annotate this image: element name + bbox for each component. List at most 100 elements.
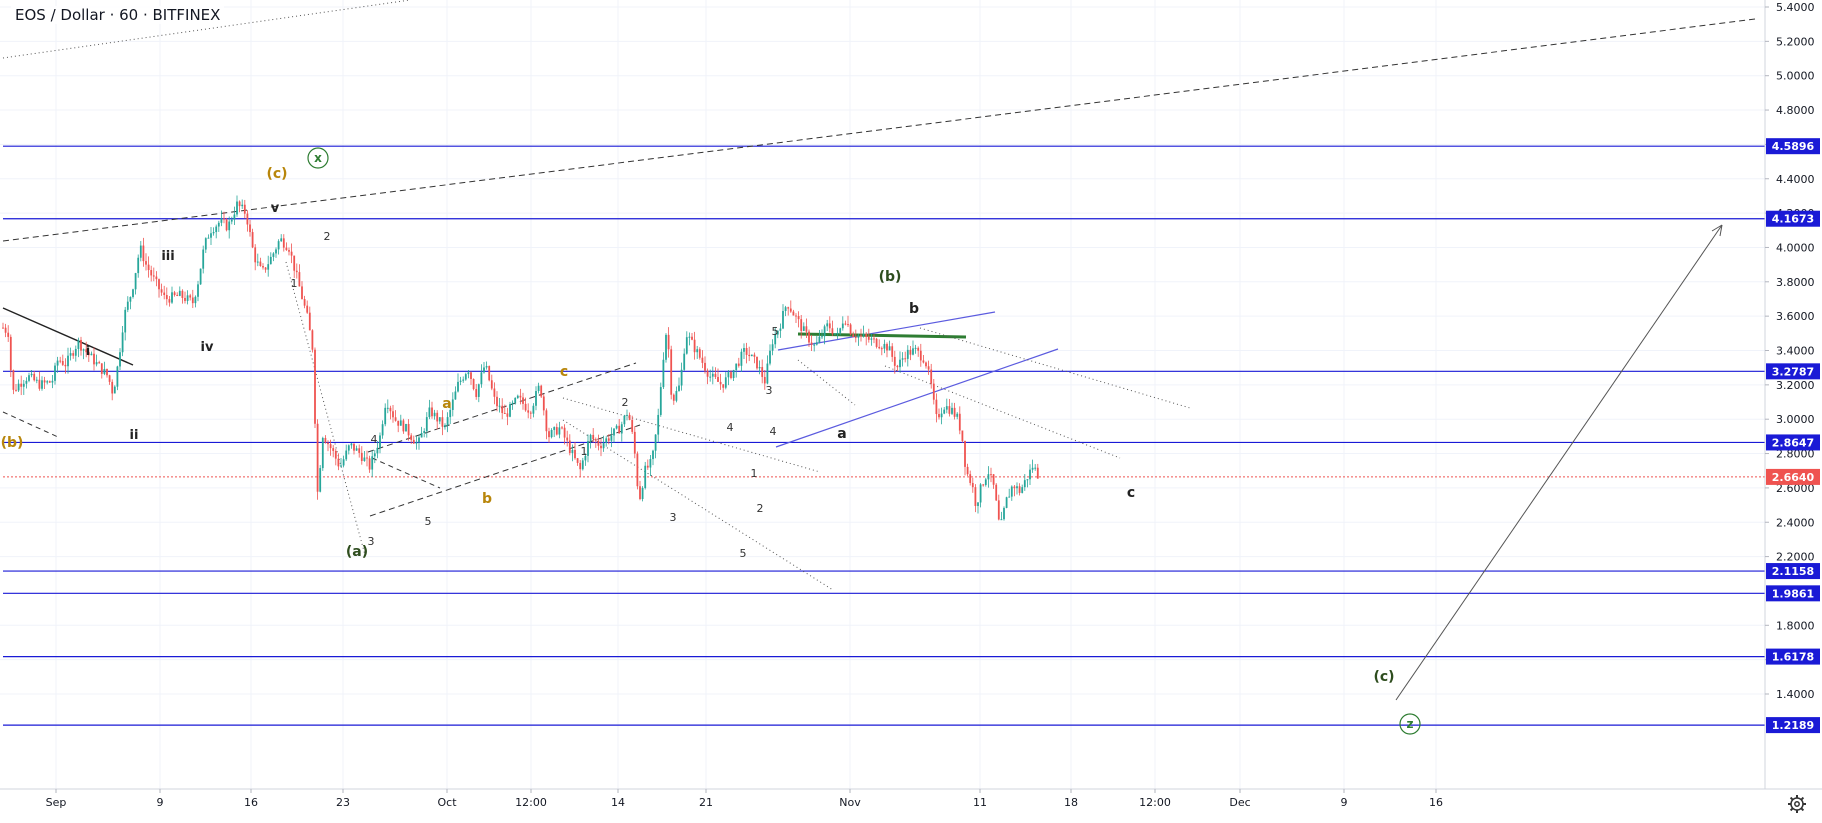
candle-body: [327, 442, 329, 445]
candle-body: [537, 385, 540, 392]
candle-body: [77, 339, 80, 349]
candle-body: [735, 363, 738, 370]
dotted-channel-1[interactable]: [562, 397, 821, 473]
candle-body: [849, 324, 852, 335]
candle-body: [839, 328, 842, 333]
x-tick-label: Nov: [839, 796, 861, 809]
candle-body: [446, 417, 449, 426]
candle-body: [173, 292, 176, 295]
wave-label: (a): [346, 544, 368, 560]
wave-label: z: [1407, 717, 1414, 731]
candle-body: [774, 334, 777, 345]
wave-label: iv: [201, 340, 214, 355]
wave-label: (b): [1, 435, 24, 451]
candle-body: [641, 487, 644, 499]
dotted-trendline[interactable]: [2, 0, 411, 59]
candle-body: [800, 319, 803, 331]
candle-body: [178, 290, 181, 296]
candle-body: [891, 346, 894, 357]
wave-label-circle: [1399, 713, 1421, 735]
green-horizontal[interactable]: [797, 332, 967, 339]
candle-body: [134, 273, 137, 290]
candle-body: [93, 353, 95, 365]
candle-body: [126, 301, 129, 310]
candle-body: [909, 349, 912, 355]
candle-body: [1008, 496, 1011, 498]
candle-body: [410, 435, 413, 440]
x-tick-label: Sep: [46, 796, 67, 809]
candle-body: [168, 299, 171, 303]
dashed-trendline-long[interactable]: [2, 18, 1756, 242]
candle-body: [48, 381, 51, 383]
trendline-left[interactable]: [2, 307, 134, 366]
candle-body: [243, 204, 246, 214]
candle-body: [1029, 469, 1031, 480]
candle-body: [808, 331, 810, 343]
candle-body: [376, 447, 379, 454]
candle-body: [152, 275, 155, 277]
candle-body: [290, 251, 293, 256]
candle-body: [113, 386, 116, 394]
projection-arrow[interactable]: [1395, 224, 1723, 701]
candle-body: [298, 272, 301, 287]
level-price-label: 1.6178: [1772, 651, 1814, 664]
level-price-label: 3.2787: [1772, 365, 1814, 378]
candle-body: [553, 427, 556, 430]
price-axis[interactable]: 5.40005.20005.00004.80004.60004.40004.20…: [1765, 1, 1820, 734]
settings-button[interactable]: [1786, 793, 1808, 815]
y-tick-label: 2.4000: [1776, 516, 1815, 529]
candle-body: [2, 327, 4, 329]
dotted-drop-line[interactable]: [285, 261, 366, 556]
candle-body: [1026, 479, 1029, 481]
candle-body: [454, 391, 457, 400]
wedge-lower[interactable]: [775, 348, 1059, 448]
candle-body: [867, 336, 870, 340]
candle-body: [33, 373, 36, 381]
candle-body: [72, 353, 75, 356]
dotted-wedge-small[interactable]: [797, 359, 856, 406]
y-tick-label: 1.8000: [1776, 619, 1815, 632]
time-axis[interactable]: Sep 9 16 23 Oct 12:00 14 21 Nov 11 18 12:00 Dec 9 16: [46, 789, 1443, 809]
candle-body: [644, 465, 647, 488]
candle-body: [579, 462, 582, 470]
candle-body: [275, 249, 277, 254]
candle-body: [4, 327, 7, 333]
candle-body: [373, 453, 376, 457]
candle-body: [503, 412, 506, 414]
candle-body: [1013, 486, 1016, 489]
candle-body: [238, 201, 241, 207]
candle-body: [691, 336, 693, 340]
y-tick-label: 1.4000: [1776, 688, 1815, 701]
horizontal-levels[interactable]: [3, 145, 1765, 726]
candle-body: [100, 363, 103, 374]
dotted-channel-3[interactable]: [919, 327, 1191, 409]
candle-body: [233, 214, 236, 220]
candle-body: [314, 349, 316, 424]
candle-body: [930, 369, 933, 384]
candle-body: [943, 409, 946, 414]
candle-body: [899, 359, 901, 368]
candle-body: [353, 443, 355, 451]
candle-body: [12, 370, 15, 390]
candle-body: [620, 424, 623, 434]
candle-body: [1003, 507, 1005, 520]
candle-body: [363, 457, 366, 462]
candle-body: [576, 458, 579, 463]
candle-body: [906, 349, 909, 359]
candle-body: [581, 460, 584, 470]
x-tick-label: 21: [699, 796, 713, 809]
candle-body: [41, 380, 43, 389]
candle-body: [431, 407, 433, 417]
price-series[interactable]: [2, 195, 1039, 521]
dashed-lower-left[interactable]: [2, 411, 59, 438]
channel-mid-1[interactable]: [371, 457, 441, 489]
candle-body: [282, 238, 285, 248]
candle-body: [386, 407, 389, 409]
candle-body: [558, 427, 561, 435]
channel-lower[interactable]: [369, 424, 641, 517]
wave-label: x: [314, 151, 322, 165]
candle-body: [568, 440, 571, 453]
x-tick-label: 14: [611, 796, 625, 809]
